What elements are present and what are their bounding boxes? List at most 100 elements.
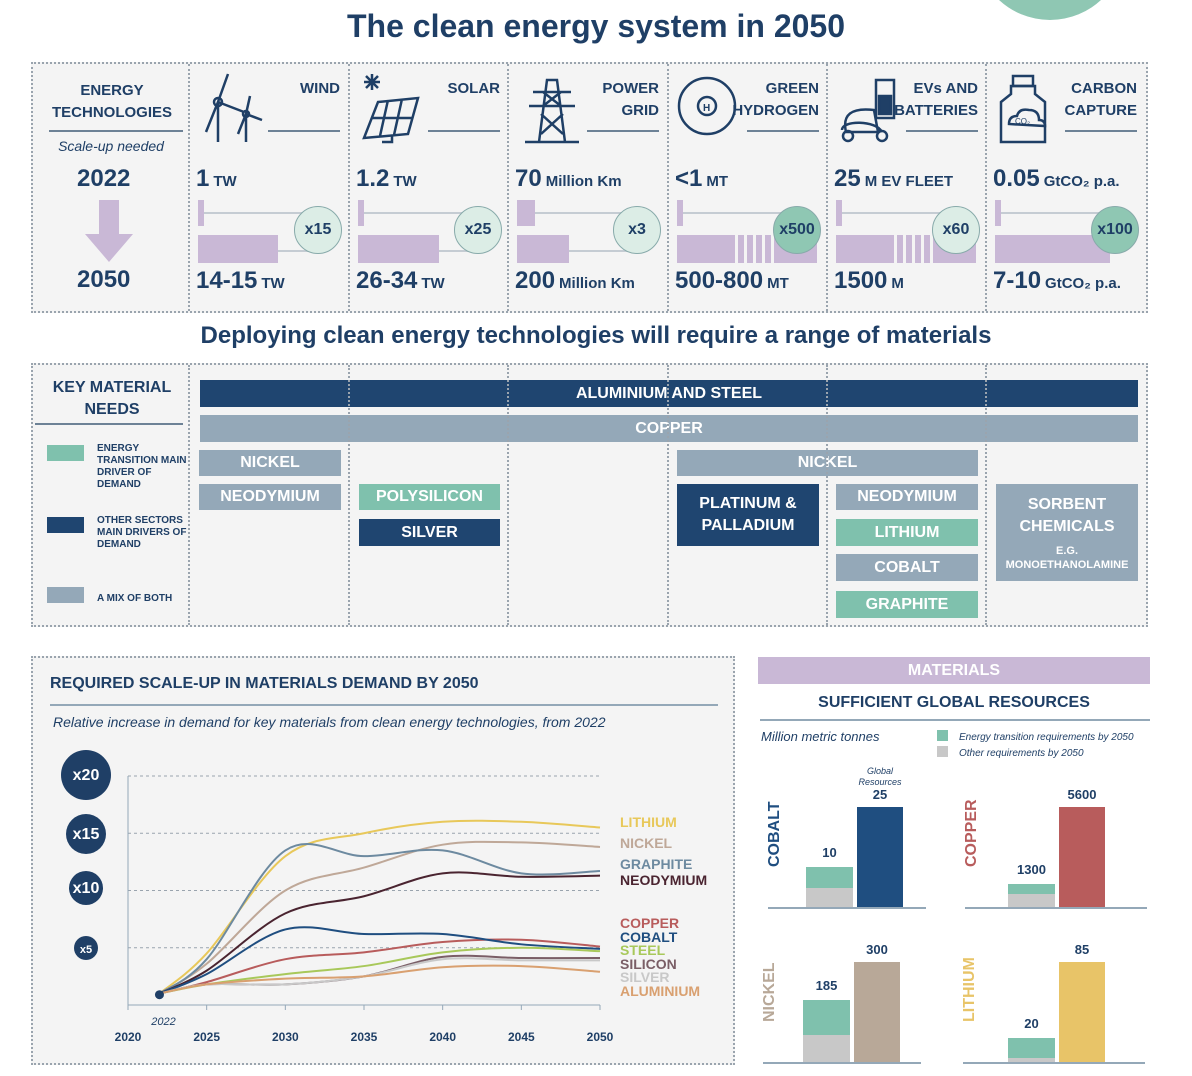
y-tick-bubble (69, 871, 103, 905)
name-rule (268, 130, 340, 132)
column-divider (188, 64, 190, 311)
value-2050: 26-34 TW (356, 267, 445, 295)
value-2050: 14-15 TW (196, 267, 285, 295)
year-from: 2022 (77, 165, 131, 192)
series-label-silver: SILVER (620, 969, 670, 985)
bar-other-requirements (1008, 894, 1055, 907)
material-copper: COPPER (200, 415, 1138, 442)
header-line: ENERGY (80, 82, 144, 99)
name-rule (587, 130, 659, 132)
wind-turbine-icon (204, 73, 263, 142)
baseline (963, 1062, 1145, 1064)
scale-up-label: Scale-up needed (58, 138, 164, 154)
series-line-nickel (158, 840, 601, 995)
connector-2022 (358, 212, 468, 214)
technology-name: SOLAR (448, 78, 501, 100)
value-2050-unit: TW (421, 275, 445, 292)
bar-2050 (995, 235, 1110, 263)
technology-name: CARBON CAPTURE (1064, 78, 1137, 122)
bar-stripe (735, 235, 738, 263)
multiplier-badge: x500 (773, 206, 821, 254)
x-tick-label: 2035 (351, 1030, 378, 1044)
bar-2050 (358, 235, 440, 263)
legend-swatch-energy (47, 445, 84, 461)
value-2050-number: 26-34 (356, 267, 418, 294)
name-line: EVs AND (913, 80, 978, 97)
column-divider (507, 365, 509, 625)
hydrogen-atom-icon: H (677, 76, 737, 136)
materials-header: MATERIALS (758, 657, 1150, 684)
value-2022: <1 MT (675, 165, 728, 193)
legend-swatch-other (47, 517, 84, 533)
technology-column: H GREEN HYDROGEN <1 MT x500 500-800 MT (669, 64, 827, 313)
bar-2022 (995, 200, 1001, 226)
technologies-header: ENERGY TECHNOLOGIES (33, 80, 191, 124)
name-rule (428, 130, 500, 132)
name-line: HYDROGEN (732, 102, 819, 119)
technology-column: EVs AND BATTERIES 25 M EV FLEET x60 1500 M (828, 64, 986, 313)
bar-2022 (198, 200, 204, 226)
x-tick-label: 2025 (193, 1030, 220, 1044)
value-2050-unit: GtCO₂ p.a. (1045, 275, 1121, 292)
technology-column: CO₂ CARBON CAPTURE 0.05 GtCO₂ p.a. x100 7… (987, 64, 1145, 313)
value-2050-unit: Million Km (559, 275, 635, 292)
requirements-value: 1300 (1017, 861, 1046, 877)
legend-energy-transition: ENERGY TRANSITION MAIN DRIVER OF DEMAND (97, 443, 187, 490)
technology-column: WIND 1 TW x15 14-15 TW (190, 64, 348, 313)
bar-other-requirements (803, 1034, 850, 1062)
value-2022-unit: M EV FLEET (864, 173, 954, 190)
material-label: COPPER (963, 799, 980, 867)
co2-bottle-icon: CO₂ (999, 74, 1047, 144)
baseline (768, 907, 926, 909)
bar-global-resources (857, 807, 903, 907)
x-tick-label: 2020 (115, 1030, 142, 1044)
value-2022-number: <1 (675, 165, 703, 192)
bar-stripe (894, 235, 897, 263)
baseline (763, 1062, 921, 1064)
name-rule (906, 130, 978, 132)
series-label-silicon: SILICON (620, 956, 677, 972)
key-materials-header: KEY MATERIAL NEEDS (52, 379, 172, 418)
material-label: LITHIUM (961, 957, 978, 1022)
column-divider (667, 64, 669, 311)
series-label-graphite: GRAPHITE (620, 856, 692, 872)
value-2022-number: 70 (515, 165, 542, 192)
name-line: POWER (602, 80, 659, 97)
bar-2050 (517, 235, 569, 263)
material-sorbent-chemicals: SORBENT CHEMICALS E.G. MONOETHANOLAMINE (996, 484, 1138, 581)
bar-stripe (912, 235, 915, 263)
value-2022: 1 TW (196, 165, 237, 193)
material-lithium: LITHIUM (836, 519, 978, 546)
multiplier-badge: x3 (613, 206, 661, 254)
value-2022-number: 1.2 (356, 165, 390, 192)
value-2050-unit: M (891, 275, 904, 292)
global-resources-label: Global Resources (858, 766, 902, 787)
value-2050: 1500 M (834, 267, 904, 295)
technology-column: SOLAR 1.2 TW x25 26-34 TW (350, 64, 508, 313)
svg-text:CO₂: CO₂ (1015, 117, 1030, 126)
technology-name: WIND (300, 78, 340, 100)
energy-technologies-panel: ENERGY TECHNOLOGIES Scale-up needed 2022… (31, 62, 1148, 313)
value-2022: 70 Million Km (515, 165, 622, 193)
connector-2022 (836, 212, 946, 214)
material-label: NICKEL (761, 962, 778, 1022)
legend-other-req: Other requirements by 2050 (959, 748, 1084, 759)
column-divider (667, 365, 669, 625)
series-line-aluminium (159, 964, 601, 995)
legend-swatch-energy-req (937, 730, 948, 741)
value-2050: 7-10 GtCO₂ p.a. (993, 267, 1121, 295)
name-line: BATTERIES (894, 102, 978, 119)
baseline (965, 907, 1147, 909)
multiplier-badge: x60 (932, 206, 980, 254)
y-tick-bubble (61, 750, 111, 800)
start-year-label: 2022 (150, 1016, 175, 1028)
bar-global-resources (1059, 962, 1105, 1062)
name-rule (1065, 130, 1137, 132)
value-2022: 0.05 GtCO₂ p.a. (993, 165, 1120, 193)
key-materials-panel: KEY MATERIAL NEEDS ENERGY TRANSITION MAI… (31, 363, 1148, 627)
resources-value: 300 (866, 942, 888, 957)
value-2022: 1.2 TW (356, 165, 417, 193)
value-2050-number: 7-10 (993, 267, 1042, 294)
solar-panel-icon (362, 74, 420, 144)
connector-2022 (198, 212, 308, 214)
